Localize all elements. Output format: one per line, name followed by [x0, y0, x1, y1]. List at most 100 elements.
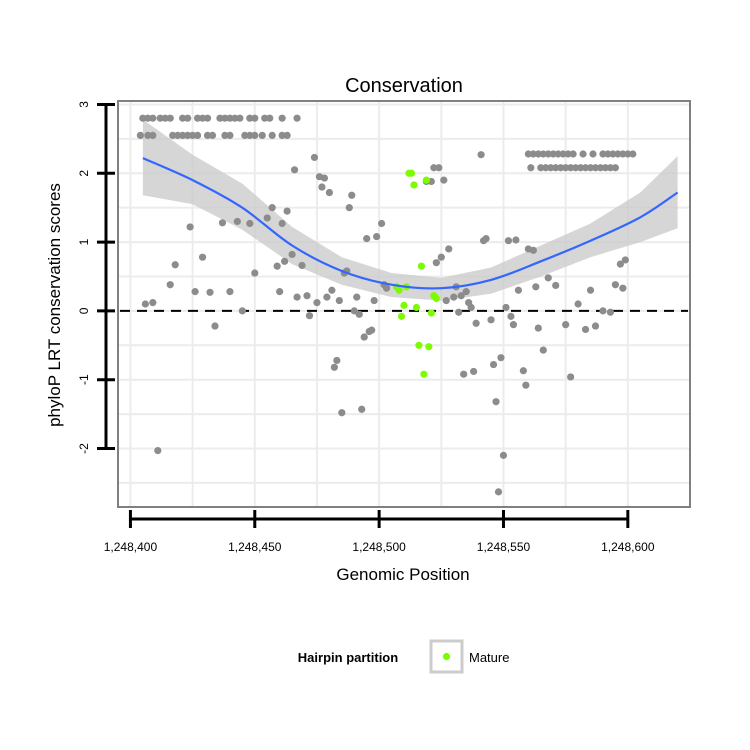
- point-other: [174, 131, 182, 140]
- point-other: [191, 288, 199, 296]
- x-tick-label: 1,248,550: [477, 540, 531, 554]
- point-other: [611, 281, 619, 289]
- point-other: [492, 398, 500, 406]
- point-other: [619, 150, 627, 158]
- point-other: [179, 114, 187, 122]
- point-other: [562, 164, 570, 172]
- point-other: [512, 236, 520, 244]
- point-mature: [410, 181, 418, 189]
- point-other: [591, 322, 600, 330]
- point-other: [524, 150, 532, 158]
- legend-key-box: [429, 639, 464, 674]
- point-mature: [420, 370, 428, 378]
- y-tick-label: -1: [77, 374, 91, 385]
- point-other: [258, 131, 266, 140]
- x-tick-label: 1,248,500: [352, 540, 406, 554]
- point-other: [278, 131, 286, 140]
- point-other: [614, 150, 622, 158]
- confidence-band: [142, 119, 678, 301]
- y-tick-label: 0: [77, 307, 91, 314]
- point-other: [601, 164, 610, 172]
- point-other: [537, 164, 545, 172]
- point-other: [519, 367, 527, 375]
- point-other: [567, 373, 575, 381]
- point-other: [534, 324, 542, 332]
- legend-key-mature: [442, 652, 451, 661]
- point-other: [184, 114, 192, 122]
- point-other: [606, 164, 615, 172]
- point-other: [507, 312, 515, 320]
- point-other: [542, 164, 550, 172]
- point-other: [455, 308, 463, 316]
- point-mature: [415, 341, 423, 349]
- point-other: [581, 164, 590, 172]
- point-other: [378, 219, 386, 228]
- point-other: [629, 150, 637, 158]
- point-other: [562, 321, 570, 329]
- point-other: [611, 164, 619, 172]
- point-other: [569, 150, 577, 158]
- point-other: [169, 131, 177, 140]
- point-other: [149, 131, 157, 140]
- point-other: [504, 237, 513, 245]
- point-other: [288, 250, 296, 259]
- point-other: [141, 300, 149, 308]
- point-mature: [400, 301, 408, 309]
- point-other: [144, 114, 152, 122]
- point-other: [241, 131, 249, 140]
- point-other: [330, 363, 338, 371]
- point-other: [514, 286, 523, 294]
- point-other: [467, 303, 475, 312]
- x-tick-label: 1,248,400: [104, 540, 158, 554]
- point-other: [358, 405, 366, 413]
- point-other: [226, 288, 234, 296]
- point-other: [586, 164, 595, 172]
- point-other: [539, 150, 547, 158]
- point-other: [586, 286, 595, 294]
- point-other: [522, 381, 530, 389]
- point-other: [529, 150, 537, 158]
- legend-title: Hairpin partition: [298, 650, 398, 665]
- point-other: [445, 245, 453, 253]
- point-other: [355, 310, 363, 318]
- point-other: [532, 283, 540, 291]
- point-other: [156, 114, 164, 122]
- point-other: [534, 150, 542, 158]
- point-other: [596, 164, 605, 172]
- point-other: [353, 293, 361, 301]
- point-other: [621, 256, 629, 264]
- point-other: [373, 232, 381, 241]
- point-other: [273, 262, 281, 270]
- point-other: [368, 326, 376, 334]
- point-mature: [407, 169, 416, 177]
- point-other: [211, 322, 219, 330]
- point-other: [432, 259, 440, 267]
- point-other: [203, 114, 212, 122]
- point-other: [430, 164, 438, 172]
- point-other: [599, 307, 607, 315]
- point-other: [502, 303, 510, 312]
- point-other: [599, 150, 607, 158]
- point-other: [136, 131, 144, 140]
- point-other: [278, 114, 286, 122]
- point-other: [198, 253, 207, 261]
- point-other: [193, 114, 202, 122]
- point-other: [557, 164, 565, 172]
- point-other: [576, 164, 585, 172]
- y-axis: -2 -1 0 1 2 3: [77, 101, 115, 454]
- point-other: [221, 131, 229, 140]
- point-mature: [395, 286, 403, 294]
- point-other: [333, 356, 341, 365]
- point-other: [529, 246, 537, 254]
- point-other: [348, 191, 356, 199]
- point-other: [144, 131, 152, 140]
- point-other: [251, 114, 259, 122]
- point-other: [325, 188, 333, 197]
- point-other: [544, 274, 552, 282]
- point-other: [251, 269, 259, 277]
- point-other: [609, 150, 617, 158]
- point-mature: [425, 343, 433, 351]
- point-other: [338, 409, 346, 417]
- smooth-line: [142, 157, 679, 290]
- point-other: [494, 488, 503, 496]
